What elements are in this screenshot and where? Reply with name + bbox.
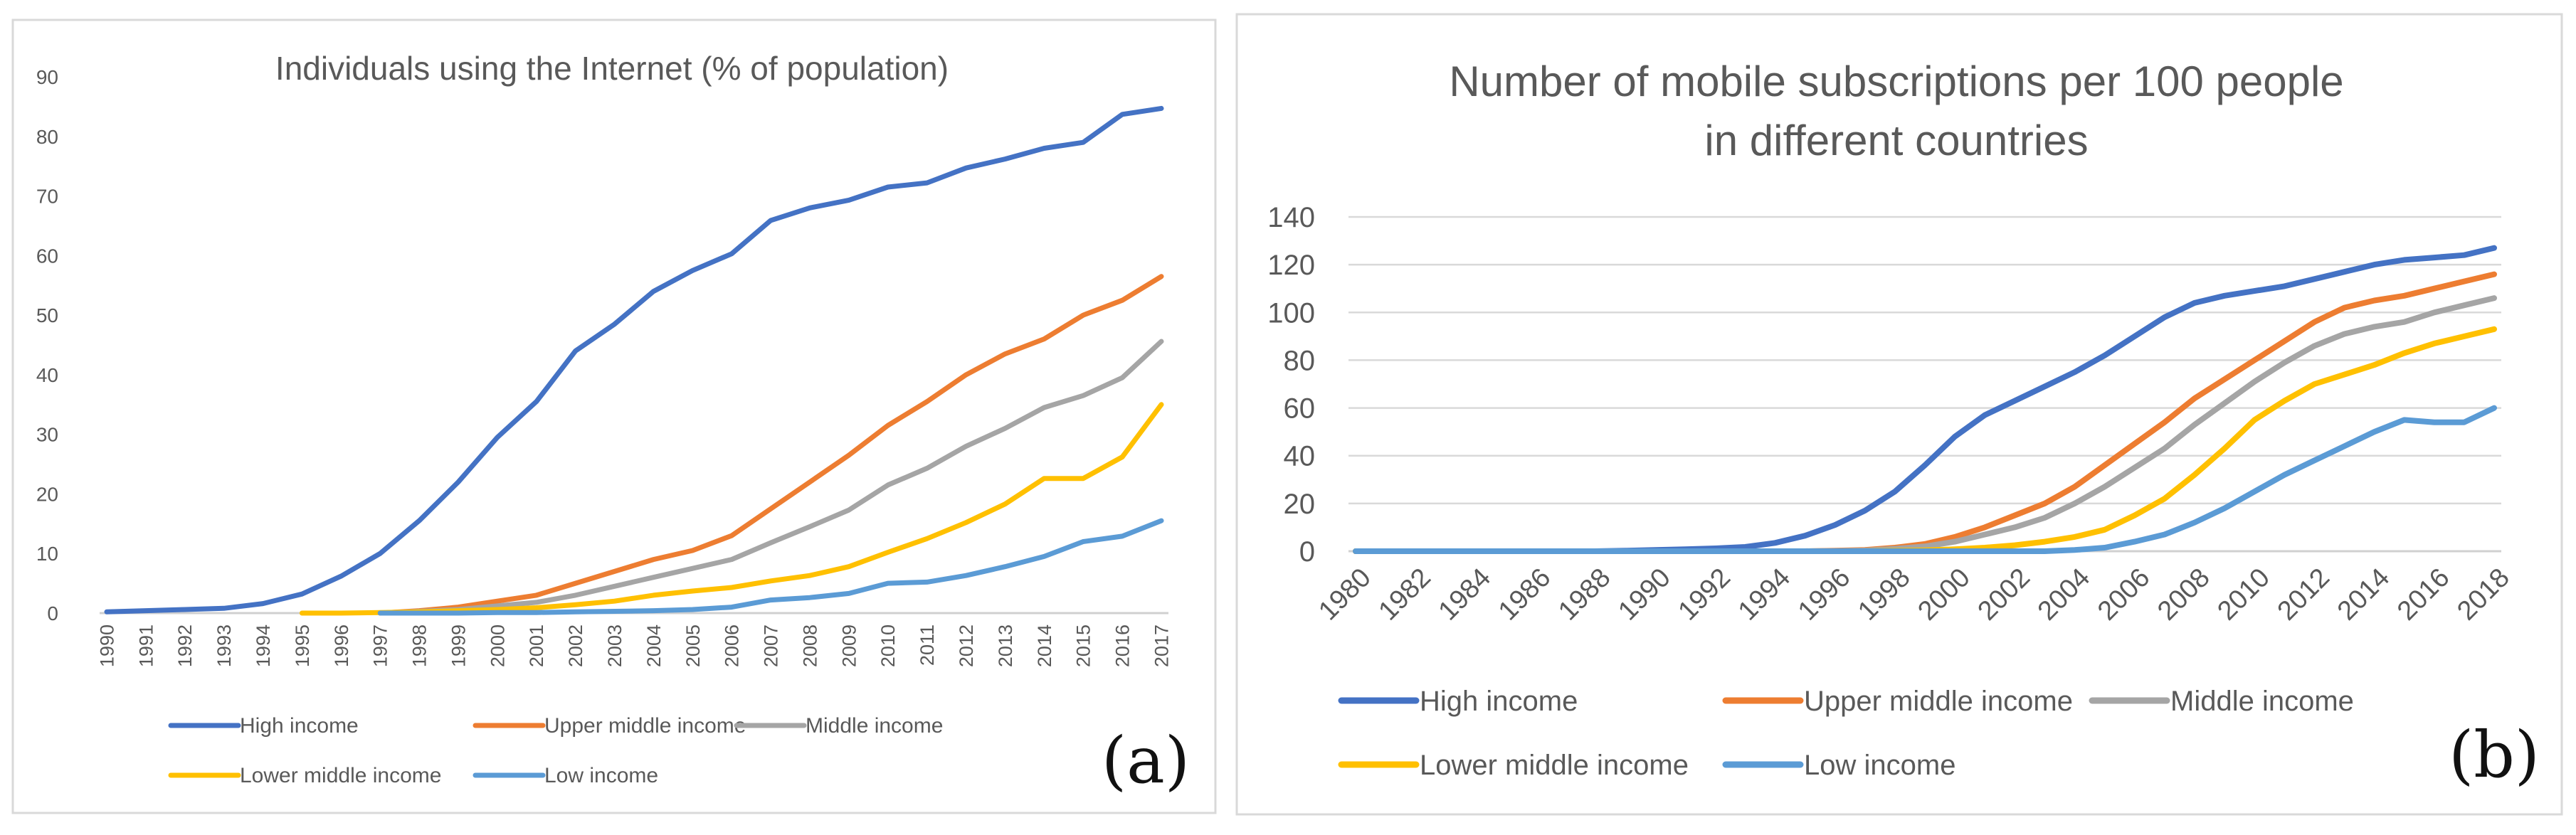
y-tick-label: 100 xyxy=(1267,297,1315,329)
x-tick-label: 2004 xyxy=(643,624,665,667)
series-line-low-income xyxy=(377,518,1164,616)
x-axis-ticks: 1990 1991 1992 1993 1994 1995 1996 1997 1998 1999… xyxy=(96,624,1172,667)
panel-label: (a) xyxy=(1102,723,1190,798)
panel-label: (b) xyxy=(2449,718,2540,792)
y-tick-label: 60 xyxy=(1284,393,1316,425)
x-tick-label: 2001 xyxy=(526,624,547,667)
x-tick-label: 1994 xyxy=(253,624,274,667)
series-lines xyxy=(1353,245,2497,554)
y-tick-label: 120 xyxy=(1267,250,1315,281)
panel-a-frame xyxy=(11,18,1217,814)
panel-b-frame xyxy=(1235,13,2563,816)
legend-label: High income xyxy=(240,714,359,738)
x-tick-label: 2013 xyxy=(995,624,1016,667)
grid-lines xyxy=(1348,216,2501,553)
y-tick-label: 30 xyxy=(36,424,58,446)
x-tick-label: 1999 xyxy=(448,624,469,667)
y-tick-label: 60 xyxy=(36,245,58,267)
chart-panel-a: Individuals using the Internet (% of pop… xyxy=(11,18,1217,814)
y-tick-label: 10 xyxy=(36,543,58,565)
legend-label: Low income xyxy=(544,764,658,787)
y-tick-label: 80 xyxy=(36,126,58,148)
x-tick-label: 2011 xyxy=(917,624,938,666)
legend-label: Middle income xyxy=(2170,686,2354,717)
y-tick-label: 40 xyxy=(1284,441,1316,472)
series-line-middle-income xyxy=(377,339,1164,616)
legend-label: Lower middle income xyxy=(1420,750,1689,781)
x-tick-label: 2016 xyxy=(1112,624,1134,667)
legend-label: Low income xyxy=(1804,750,1955,781)
x-tick-label: 2006 xyxy=(722,624,743,667)
x-tick-label: 1997 xyxy=(370,624,391,667)
y-tick-label: 40 xyxy=(36,364,58,386)
x-tick-label: 1992 xyxy=(174,624,196,667)
chart-panel-b: Number of mobile subscriptions per 100 p… xyxy=(1235,13,2563,816)
series-lines xyxy=(104,105,1164,616)
y-axis-ticks: 0 10 20 30 40 50 60 70 80 90 xyxy=(36,66,58,624)
y-tick-label: 50 xyxy=(36,304,58,326)
chart-title-line-1: Number of mobile subscriptions per 100 p… xyxy=(1449,58,2343,105)
legend: High income Upper middle income Middle inc… xyxy=(1338,686,2354,781)
x-tick-label: 2002 xyxy=(565,624,586,667)
y-tick-label: 140 xyxy=(1267,202,1315,233)
x-tick-label: 2012 xyxy=(956,624,977,667)
chart-title-line-2: in different countries xyxy=(1704,117,2088,164)
x-tick-label: 2005 xyxy=(682,624,704,667)
legend-label: Middle income xyxy=(806,714,943,738)
x-tick-label: 1991 xyxy=(135,624,157,667)
y-tick-label: 20 xyxy=(1284,489,1316,520)
y-tick-label: 70 xyxy=(36,186,58,208)
x-tick-label: 2007 xyxy=(761,624,782,667)
x-tick-label: 2014 xyxy=(1034,624,1055,667)
y-tick-label: 20 xyxy=(36,483,58,505)
x-tick-label: 1990 xyxy=(96,624,117,667)
series-line-high-income xyxy=(104,105,1164,615)
y-tick-label: 90 xyxy=(36,66,58,88)
x-tick-label: 1993 xyxy=(213,624,235,667)
chart-title: Individuals using the Internet (% of pop… xyxy=(275,50,949,87)
series-line-upper-middle-income xyxy=(377,274,1164,616)
x-tick-label: 2010 xyxy=(877,624,899,667)
y-tick-label: 0 xyxy=(47,602,58,624)
x-tick-label: 2008 xyxy=(799,624,820,667)
x-tick-label: 1996 xyxy=(331,624,352,667)
x-tick-label: 1998 xyxy=(409,624,431,667)
legend-label: Upper middle income xyxy=(1804,686,2073,717)
x-tick-label: 2000 xyxy=(487,624,508,667)
y-tick-label: 0 xyxy=(1299,536,1315,568)
legend: High income Upper middle income Middle inc… xyxy=(168,714,943,787)
x-tick-label: 1995 xyxy=(292,624,313,667)
legend-label: Upper middle income xyxy=(544,714,746,738)
series-line-low-income xyxy=(1353,405,2497,554)
legend-label: High income xyxy=(1420,686,1578,717)
x-tick-label: 2017 xyxy=(1151,624,1172,667)
y-axis-ticks: 0 20 40 60 80 100 120 140 xyxy=(1267,202,1315,568)
legend-label: Lower middle income xyxy=(240,764,441,787)
x-tick-label: 2003 xyxy=(604,624,625,667)
x-tick-label: 2015 xyxy=(1073,624,1094,667)
x-tick-label: 2009 xyxy=(838,624,860,667)
y-tick-label: 80 xyxy=(1284,345,1316,376)
